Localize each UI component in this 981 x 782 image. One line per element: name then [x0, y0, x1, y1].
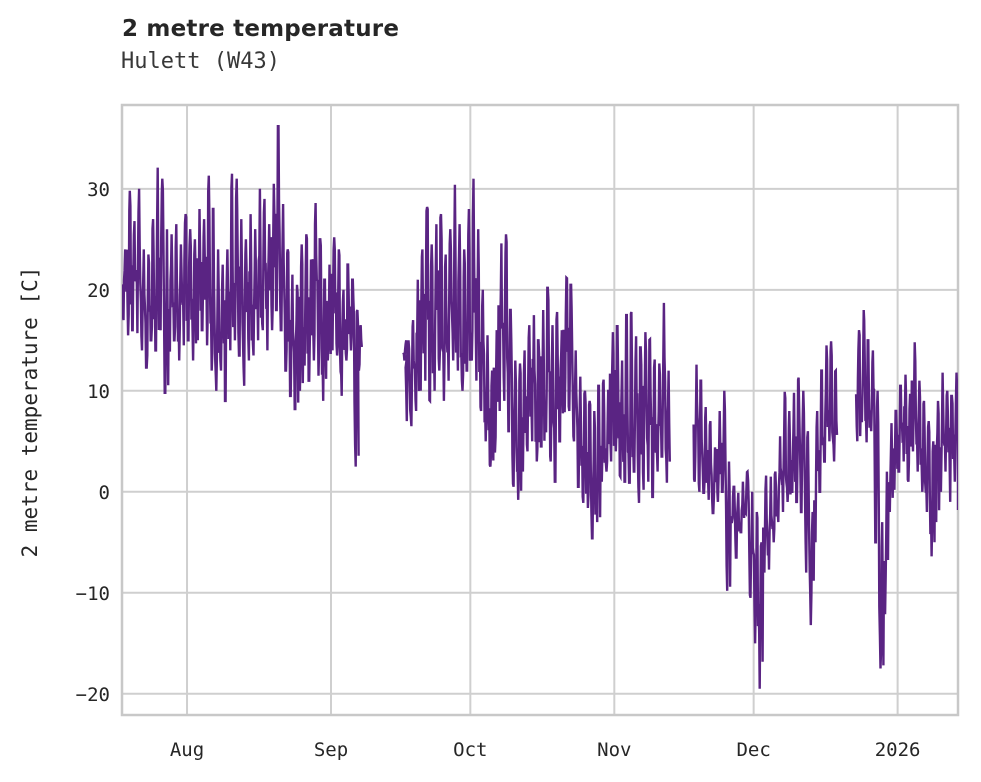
x-tick-label-Sep: Sep [314, 739, 348, 761]
y-tick-label-0: 0 [99, 482, 110, 504]
x-tick-label-2026: 2026 [875, 739, 921, 761]
chart-subtitle: Hulett (W43) [121, 49, 280, 74]
y-tick-label-30: 30 [87, 179, 110, 201]
temperature-series-segment-2 [402, 178, 671, 540]
temperature-series-segment-3 [692, 341, 839, 689]
y-tick-label-10: 10 [87, 381, 110, 403]
x-tick-label-Aug: Aug [170, 739, 204, 761]
temperature-series-segment-1 [122, 125, 363, 467]
chart-title: 2 metre temperature [122, 16, 400, 42]
y-tick-label-20: 20 [87, 280, 110, 302]
x-tick-label-Dec: Dec [736, 739, 770, 761]
y-axis-label: 2 metre temperature [C] [18, 266, 42, 558]
temperature-series-segment-4 [854, 309, 958, 669]
y-tick-label--10: −10 [76, 583, 110, 605]
x-tick-label-Nov: Nov [597, 739, 631, 761]
y-tick-label--20: −20 [76, 684, 110, 706]
x-tick-label-Oct: Oct [453, 739, 487, 761]
